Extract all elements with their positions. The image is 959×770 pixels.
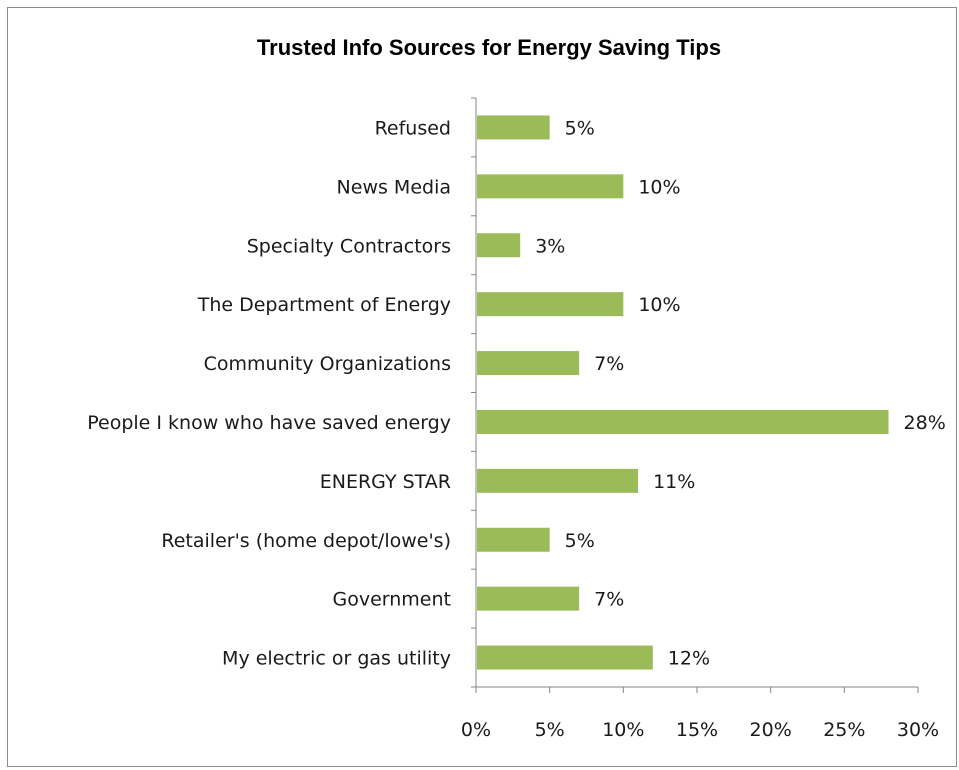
data-label: 12%: [668, 648, 710, 670]
x-tick-label: 30%: [897, 719, 939, 741]
data-label: 7%: [594, 353, 624, 375]
category-label: Community Organizations: [204, 353, 451, 375]
bar: [477, 410, 889, 434]
x-tick-label: 5%: [535, 719, 565, 741]
category-label: My electric or gas utility: [222, 648, 451, 670]
data-label: 5%: [565, 530, 595, 552]
category-label: Specialty Contractors: [247, 235, 451, 257]
bar: [477, 292, 623, 316]
category-label: Government: [333, 589, 452, 611]
category-label: ENERGY STAR: [320, 471, 451, 493]
bar: [477, 351, 579, 375]
data-label: 10%: [638, 176, 680, 198]
x-tick-label: 0%: [461, 719, 491, 741]
category-label: The Department of Energy: [197, 294, 451, 316]
bar: [477, 174, 623, 198]
data-label: 3%: [535, 235, 565, 257]
chart-title: Trusted Info Sources for Energy Saving T…: [257, 35, 721, 60]
bars: [477, 115, 889, 669]
x-tick-label: 15%: [676, 719, 718, 741]
data-label: 7%: [594, 589, 624, 611]
bar: [477, 115, 550, 139]
bar: [477, 587, 579, 611]
bar: [477, 469, 638, 493]
category-label: Refused: [375, 117, 451, 139]
category-label: People I know who have saved energy: [87, 412, 451, 434]
data-label: 28%: [904, 412, 946, 434]
bar: [477, 646, 653, 670]
x-tick-label: 25%: [823, 719, 865, 741]
data-label: 5%: [565, 117, 595, 139]
bar: [477, 528, 550, 552]
x-tick-label: 20%: [750, 719, 792, 741]
bar: [477, 233, 520, 257]
category-label: Retailer's (home depot/lowe's): [161, 530, 451, 552]
data-label: 10%: [638, 294, 680, 316]
x-tick-label: 10%: [602, 719, 644, 741]
category-label: News Media: [337, 176, 451, 198]
data-label: 11%: [653, 471, 695, 493]
